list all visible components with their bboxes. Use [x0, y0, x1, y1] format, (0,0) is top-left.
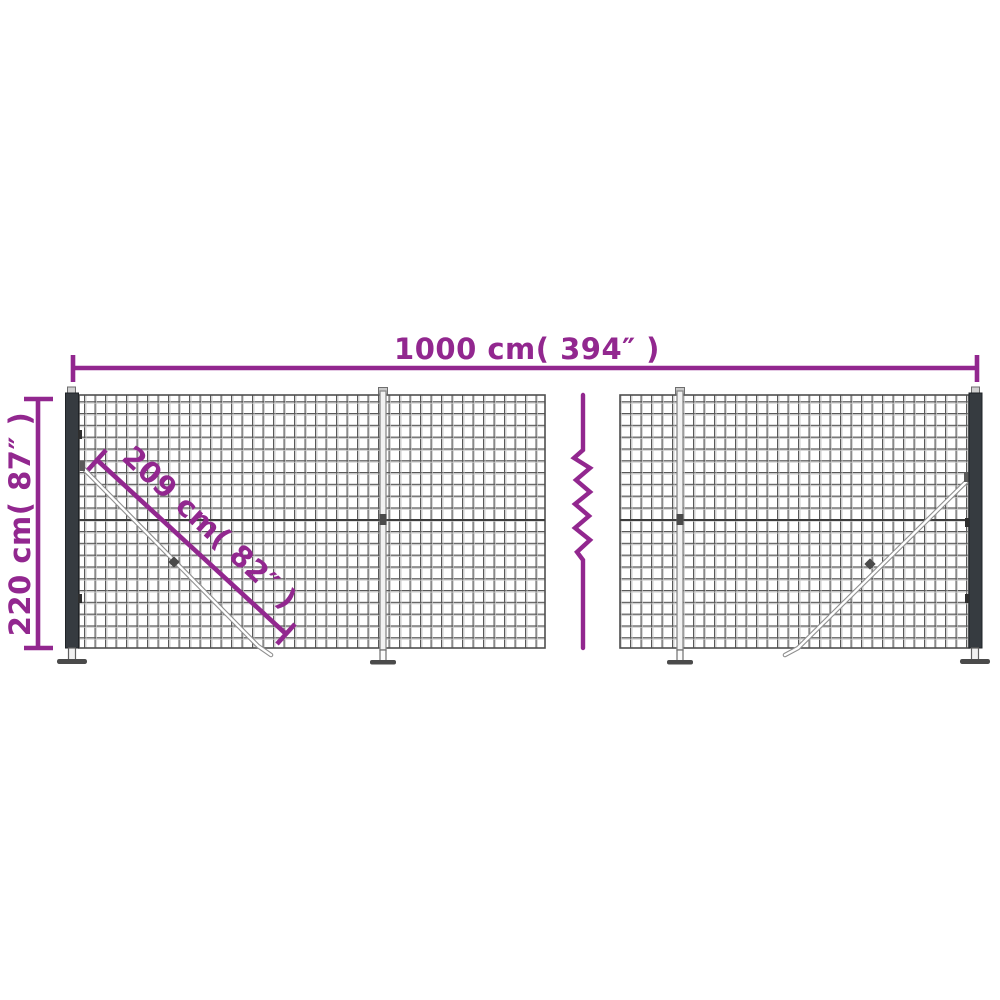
end-post-right [960, 386, 990, 664]
post-body [968, 392, 983, 649]
mid-post-left-section [370, 387, 396, 665]
mesh-panel-right [619, 394, 970, 649]
strut-turnbuckle-right [864, 558, 876, 570]
foot-stem [379, 649, 387, 662]
post-clip [78, 594, 82, 603]
post-clip [965, 518, 969, 527]
foot-stem [67, 647, 77, 661]
post-clip [379, 514, 387, 525]
foot-plate [370, 660, 396, 665]
brace-dimension-tick-upper [86, 448, 108, 472]
brace-dimension [86, 448, 297, 646]
mesh-grid-right [619, 394, 970, 649]
foot-plate [960, 659, 990, 664]
strut-turnbuckle-left [168, 556, 180, 568]
post-clip [676, 514, 684, 525]
foot-plate [57, 659, 87, 664]
break-zigzag-line [570, 392, 594, 651]
brace-dimension-line [95, 458, 288, 636]
diagonal-strut-left [76, 461, 274, 658]
height-dimension [24, 396, 53, 651]
mesh-panel-left [78, 394, 546, 649]
mesh-grid-left [78, 394, 546, 649]
brace-dimension-tick-lower [275, 622, 297, 646]
post-clip [965, 594, 969, 603]
width-dimension-label: 1000 cm( 394″ ) [394, 332, 660, 366]
mid-post-right-section [667, 387, 693, 665]
post-clip [78, 430, 82, 439]
height-dimension-label: 220 cm( 87″ ) [3, 412, 37, 637]
post-body [65, 392, 79, 649]
foot-plate [667, 660, 693, 665]
width-dimension [70, 355, 980, 382]
foot-stem [676, 649, 684, 662]
end-post-left [57, 386, 87, 664]
strut-anchor-left [76, 461, 85, 471]
strut-core [783, 475, 973, 657]
foot-stem [970, 647, 980, 661]
strut-core [79, 464, 273, 657]
